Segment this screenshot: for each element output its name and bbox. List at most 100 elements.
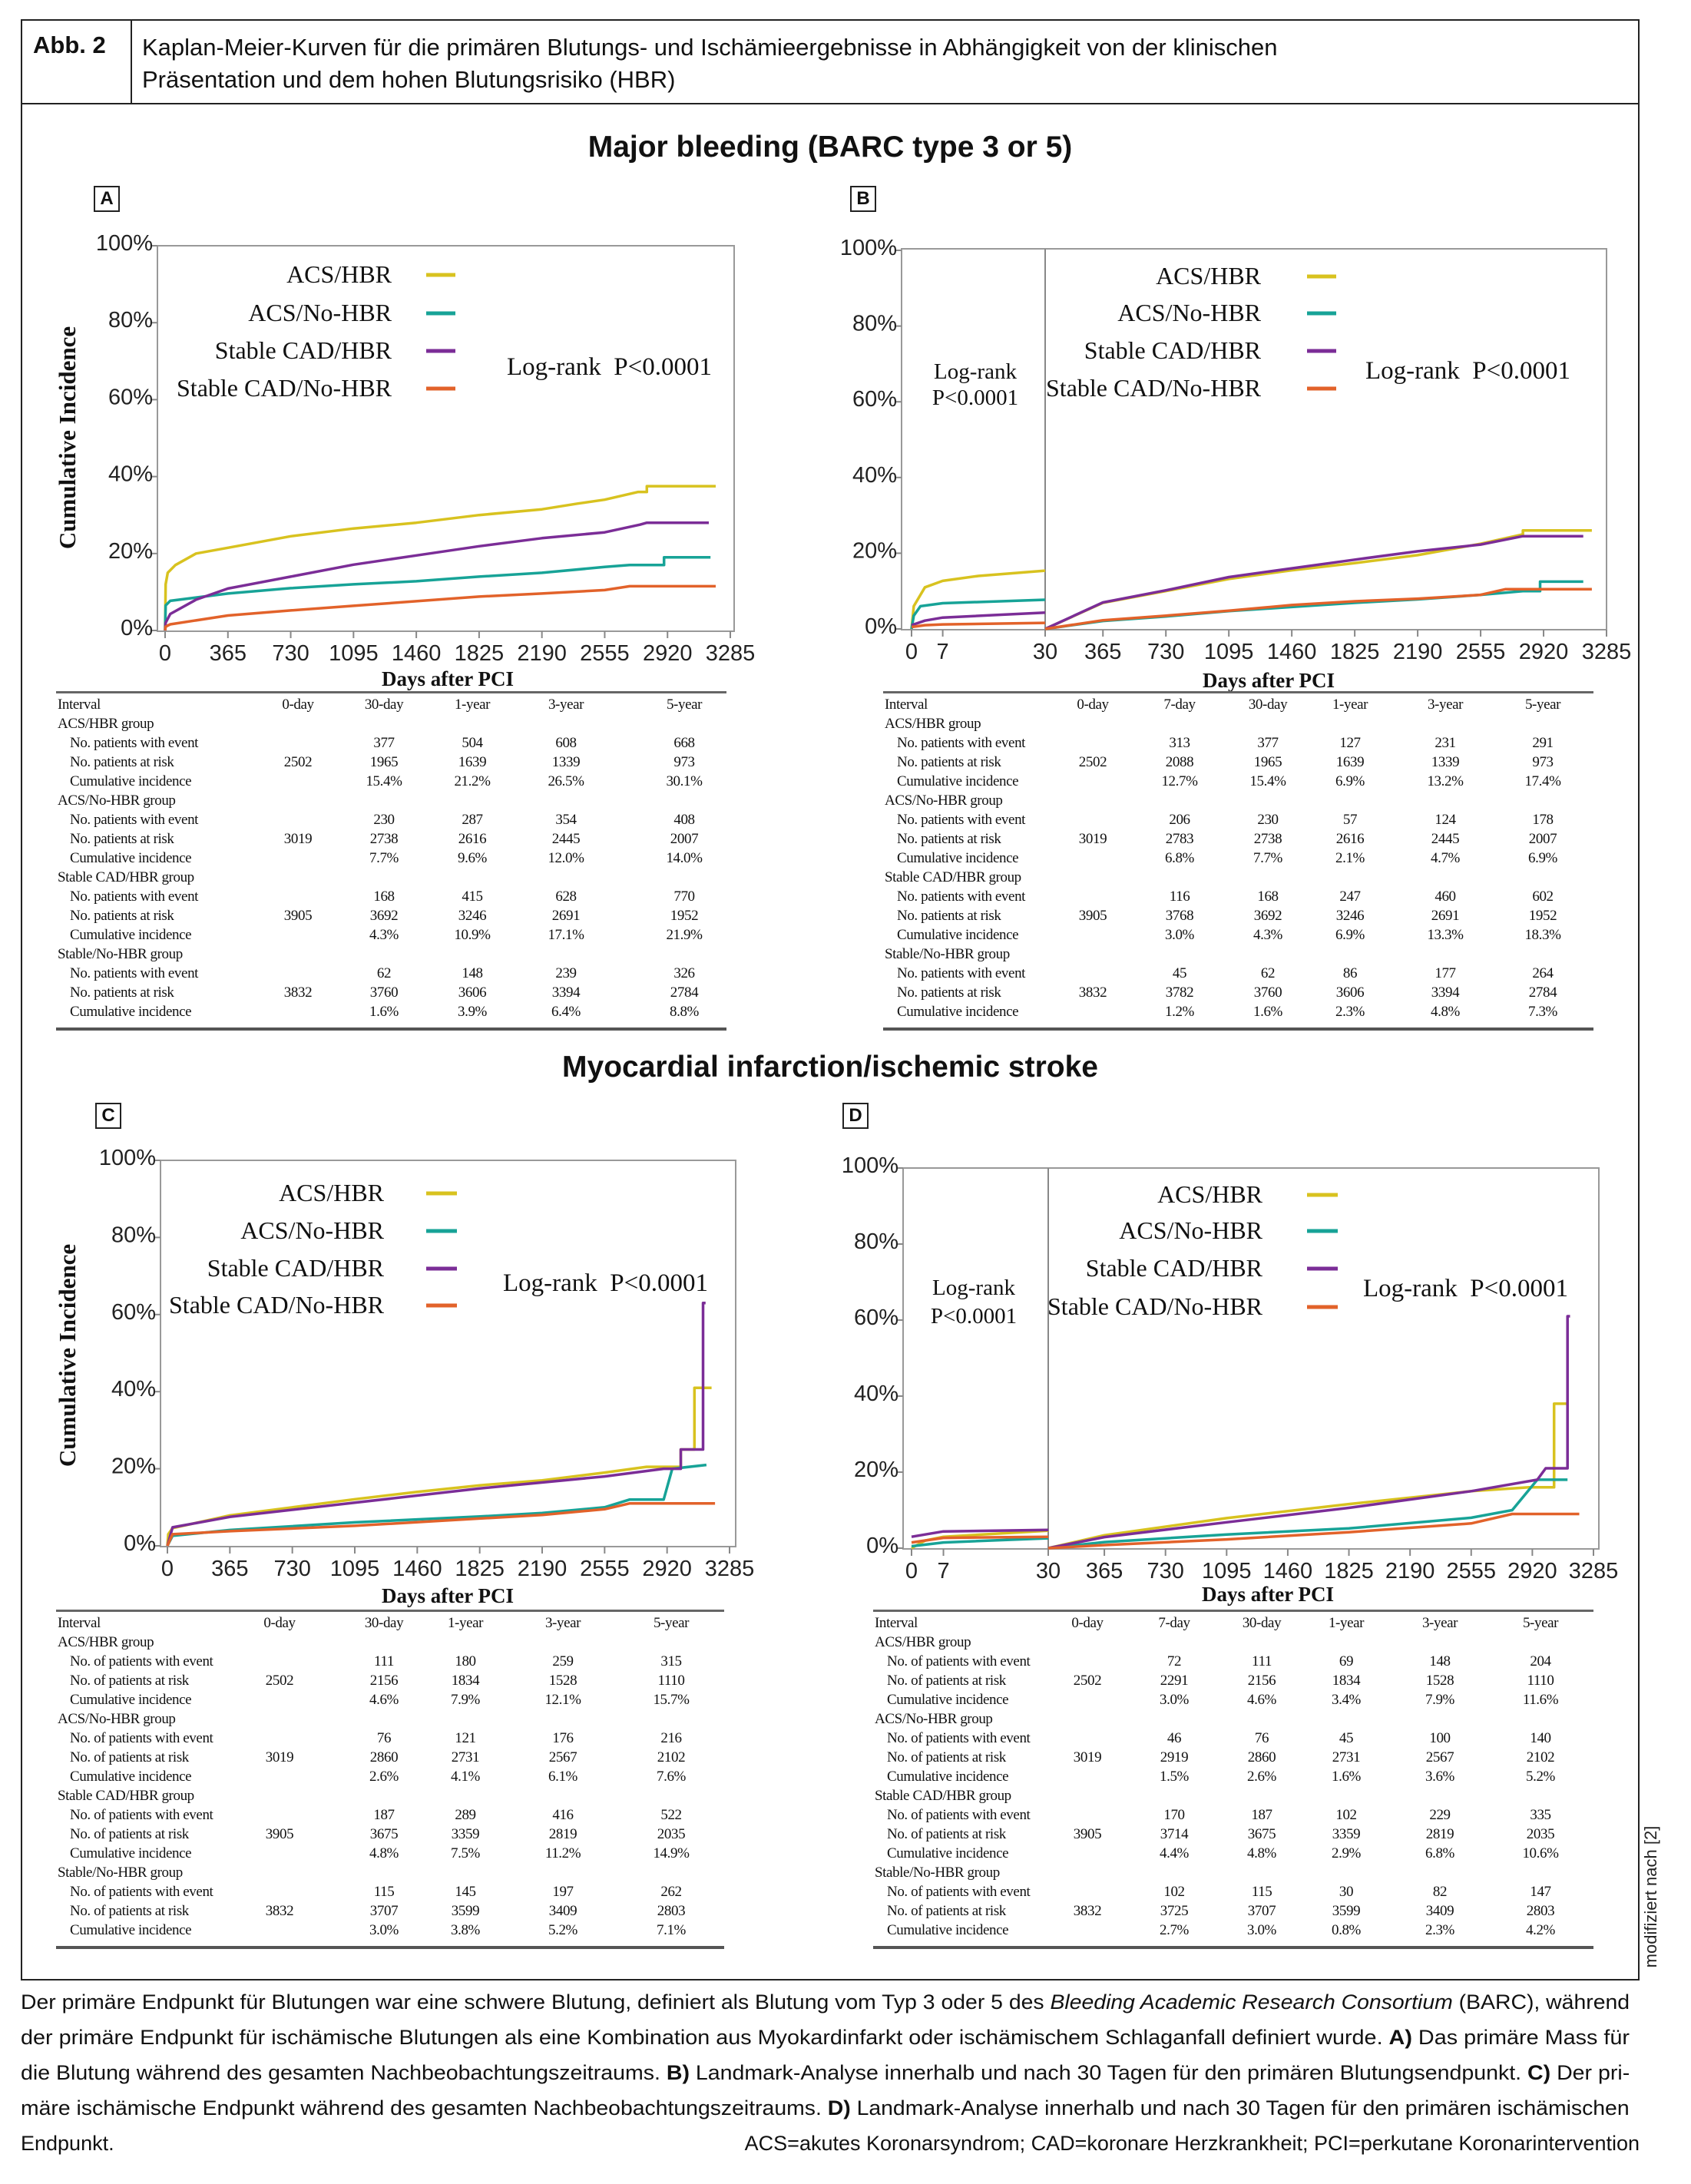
series-line-acs-no-hbr [164, 556, 711, 631]
table-cell: 3905 [265, 1826, 294, 1842]
x-tick-label: 3285 [705, 1557, 755, 1581]
table-cell: 76 [376, 1730, 392, 1746]
table-cell: 1.6% [369, 1004, 399, 1020]
table-cell: 231 [1435, 735, 1456, 751]
table-cell: 7.3% [1528, 1004, 1557, 1020]
table-cell: 180 [455, 1653, 476, 1669]
panel-label-c: C [95, 1103, 121, 1129]
series-line-stable-cad-no-hbr [1044, 587, 1592, 630]
table-cell: 7.7% [1253, 850, 1282, 866]
x-tick-label: 1825 [455, 641, 505, 666]
x-tick-label: 1460 [1263, 1559, 1313, 1583]
table-cell: 2445 [551, 831, 581, 847]
table-cell: 4.1% [451, 1769, 480, 1785]
series-line-stable-cad-hbr [911, 611, 1046, 627]
x-axis-label: Days after PCI [1203, 669, 1335, 692]
table-cell: 230 [373, 812, 395, 828]
caption-segment: Endpunkt. [21, 2132, 114, 2155]
table-cell: 2156 [369, 1673, 399, 1689]
x-tick-label: 2190 [1385, 1559, 1435, 1583]
plot-frame [157, 245, 735, 632]
row-label: No. patients at risk [70, 831, 174, 847]
table-cell: 10.9% [454, 927, 491, 943]
caption-line: Der primäre Endpunkt für Blutungen war e… [21, 1990, 1630, 2014]
table-cell: 460 [1435, 888, 1456, 905]
table-cell: 7.7% [369, 850, 399, 866]
table-cell: 3599 [1332, 1903, 1361, 1919]
table-cell: 2738 [1253, 831, 1282, 847]
table-cell: 2007 [1528, 831, 1557, 847]
table-cell: 11.2% [544, 1845, 581, 1861]
table-cell: 1952 [670, 908, 699, 924]
table-cell: 2819 [1425, 1826, 1454, 1842]
table-cell: 2502 [1078, 754, 1107, 770]
row-label: No. of patients with event [70, 1730, 213, 1746]
column-header: 30-day [1248, 697, 1288, 713]
legend-label: Stable CAD/No-HBR [169, 1291, 385, 1319]
table-cell: 2102 [657, 1749, 686, 1765]
x-tick-label: 3285 [1582, 640, 1632, 664]
caption-line: der primäre Endpunkt für ischämische Blu… [21, 2026, 1630, 2050]
table-cell: 1834 [451, 1673, 480, 1689]
table-cell: 86 [1342, 965, 1358, 981]
table-cell: 3.4% [1332, 1692, 1361, 1708]
row-label: No. of patients at risk [70, 1826, 189, 1842]
section-title-ischemic: Myocardial infarction/ischemic stroke [562, 1051, 1098, 1084]
section-title-bleeding: Major bleeding (BARC type 3 or 5) [587, 131, 1073, 164]
y-tick-label: 0% [866, 1534, 898, 1558]
table-cell: 3409 [548, 1903, 577, 1919]
log-rank-annotation: Log-rank P<0.0001 [507, 353, 712, 381]
table-cell: 30 [1339, 1884, 1354, 1900]
table-cell: 1965 [369, 754, 399, 770]
x-tick-label: 7 [937, 1559, 949, 1583]
log-rank-annotation-early: Log-rank [932, 1276, 1015, 1300]
table-cell: 148 [462, 965, 483, 981]
table-cell: 326 [673, 965, 695, 981]
row-label: Cumulative incidence [897, 850, 1019, 866]
x-tick-label: 1460 [1267, 640, 1317, 664]
table-cell: 2784 [670, 984, 699, 1001]
group-heading: ACS/HBR group [58, 1634, 154, 1650]
row-label: Cumulative incidence [887, 1845, 1009, 1861]
row-label: No. patients at risk [70, 984, 174, 1001]
table-cell: 2803 [1526, 1903, 1555, 1919]
table-cell: 9.6% [458, 850, 487, 866]
x-tick-label: 7 [937, 640, 949, 664]
table-cell: 2088 [1165, 754, 1194, 770]
table-cell: 230 [1257, 812, 1279, 828]
row-label: Cumulative incidence [70, 1922, 192, 1938]
table-cell: 4.7% [1431, 850, 1460, 866]
table-cell: 124 [1435, 812, 1456, 828]
caption-segment: D) [827, 2096, 851, 2119]
group-heading: Stable/No-HBR group [58, 1865, 183, 1881]
table-cell: 229 [1429, 1807, 1451, 1823]
caption-line: die Blutung während des gesamten Nachbeo… [21, 2061, 1630, 2085]
row-label: Cumulative incidence [887, 1922, 1009, 1938]
table-cell: 2502 [1073, 1673, 1102, 1689]
group-heading: ACS/No-HBR group [58, 1711, 176, 1727]
caption-segment: Landmark-Analyse innerhalb und nach 30 T… [689, 2061, 1528, 2084]
table-cell: 522 [660, 1807, 682, 1823]
x-axis-label: Days after PCI [1202, 1583, 1334, 1606]
group-heading: Stable/No-HBR group [58, 946, 183, 962]
table-cell: 14.9% [653, 1845, 690, 1861]
table-cell: 17.4% [1524, 773, 1561, 789]
table-cell: 335 [1530, 1807, 1551, 1823]
y-tick-label: 0% [121, 616, 153, 640]
table-cell: 1339 [1431, 754, 1460, 770]
table-cell: 3707 [369, 1903, 399, 1919]
table-cell: 46 [1166, 1730, 1182, 1746]
group-heading: Stable CAD/HBR group [58, 869, 194, 885]
table-cell: 10.6% [1522, 1845, 1559, 1861]
table-cell: 111 [1252, 1653, 1272, 1669]
caption-segment: der primäre Endpunkt für ischämische Blu… [21, 2026, 1389, 2049]
column-header: 3-year [1421, 1615, 1458, 1631]
column-header: 1-year [1332, 697, 1368, 713]
row-label: Cumulative incidence [897, 773, 1019, 789]
y-tick-label: 80% [854, 1229, 898, 1254]
abbreviations: ACS=akutes Koronarsyndrom; CAD=koronare … [744, 2132, 1640, 2155]
table-cell: 0.8% [1332, 1922, 1361, 1938]
series-line-stable-cad-no-hbr [911, 1535, 1049, 1544]
log-rank-annotation-early: Log-rank [934, 359, 1017, 384]
table-cell: 5.2% [1526, 1769, 1555, 1785]
